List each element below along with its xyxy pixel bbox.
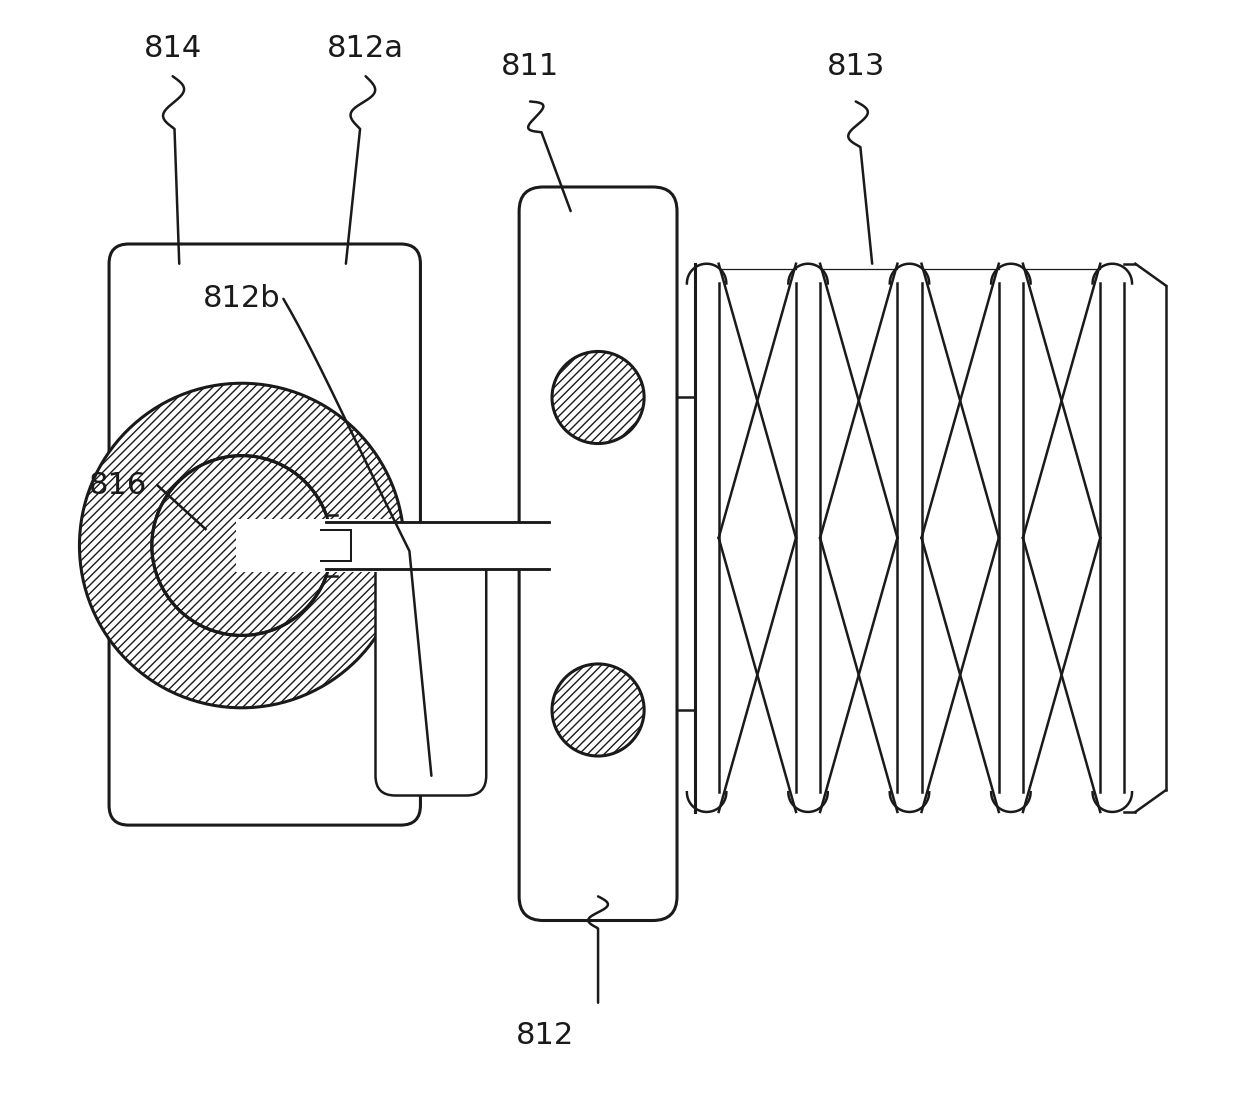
Circle shape <box>79 383 404 707</box>
Circle shape <box>151 455 331 636</box>
Circle shape <box>552 663 644 756</box>
Text: 813: 813 <box>827 52 885 80</box>
Bar <box>326 522 549 570</box>
FancyBboxPatch shape <box>520 187 677 920</box>
Text: 816: 816 <box>89 471 148 499</box>
Text: 812: 812 <box>516 1022 574 1050</box>
FancyBboxPatch shape <box>109 244 420 825</box>
Text: 811: 811 <box>501 52 559 80</box>
Text: 812b: 812b <box>203 284 280 313</box>
Bar <box>237 519 392 572</box>
FancyBboxPatch shape <box>376 550 486 796</box>
Text: 814: 814 <box>144 34 202 63</box>
Text: 812a: 812a <box>327 34 404 63</box>
Circle shape <box>552 352 644 443</box>
